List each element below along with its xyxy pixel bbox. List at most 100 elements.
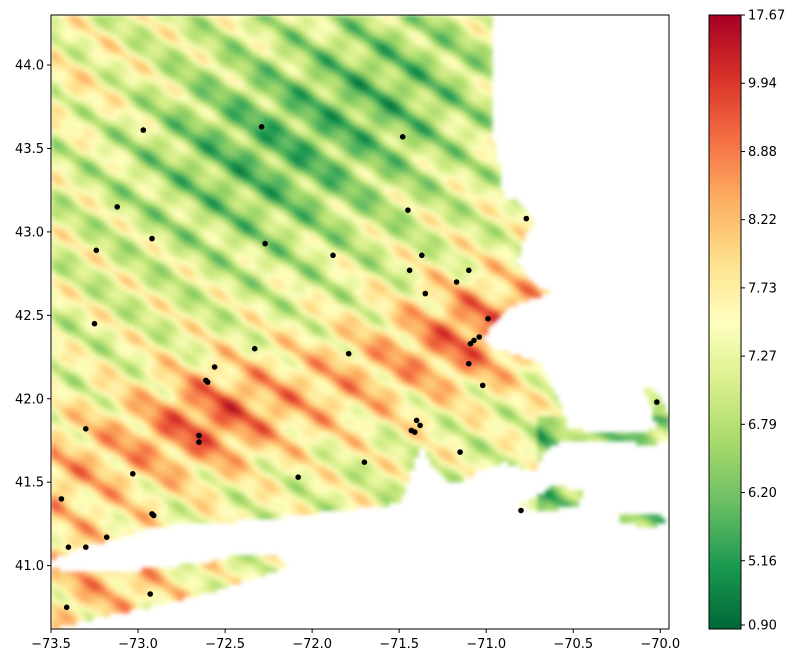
- heatmap-cell: [174, 162, 180, 168]
- heatmap-cell: [380, 154, 386, 159]
- heatmap-cell: [63, 88, 69, 94]
- heatmap-cell: [335, 158, 341, 164]
- heatmap-cell: [261, 137, 266, 143]
- heatmap-cell: [302, 199, 308, 204]
- heatmap-cell: [236, 31, 242, 37]
- heatmap-cell: [133, 15, 139, 20]
- heatmap-cell: [191, 154, 196, 159]
- heatmap-cell: [294, 100, 299, 106]
- heatmap-cell: [425, 51, 431, 57]
- heatmap-cell: [71, 186, 77, 192]
- heatmap-cell: [310, 174, 316, 180]
- heatmap-cell: [355, 195, 361, 200]
- heatmap-cell: [483, 43, 489, 49]
- heatmap-cell: [421, 121, 427, 127]
- heatmap-cell: [339, 125, 345, 131]
- heatmap-cell: [479, 39, 485, 45]
- heatmap-cell: [137, 133, 143, 139]
- heatmap-cell: [339, 182, 345, 188]
- heatmap-cell: [149, 166, 155, 172]
- heatmap-cell: [240, 100, 246, 106]
- heatmap-cell: [322, 31, 328, 37]
- heatmap-cell: [335, 186, 341, 192]
- heatmap-cell: [170, 182, 176, 188]
- heatmap-cell: [479, 64, 485, 69]
- heatmap-cell: [273, 100, 279, 106]
- heatmap-cell: [479, 113, 485, 119]
- heatmap-cell: [471, 113, 477, 119]
- heatmap-cell: [392, 105, 398, 110]
- heatmap-cell: [405, 19, 411, 24]
- heatmap-cell: [413, 154, 419, 159]
- heatmap-cell: [67, 23, 73, 28]
- heatmap-cell: [75, 31, 81, 37]
- heatmap-cell: [425, 182, 431, 188]
- heatmap-cell: [162, 166, 168, 172]
- heatmap-cell: [413, 72, 419, 78]
- heatmap-cell: [277, 100, 283, 106]
- heatmap-cell: [100, 117, 106, 123]
- heatmap-cell: [195, 92, 201, 98]
- heatmap-cell: [174, 51, 180, 57]
- heatmap-cell: [298, 84, 304, 90]
- heatmap-cell: [310, 76, 316, 82]
- heatmap-cell: [368, 76, 374, 82]
- heatmap-cell: [63, 84, 69, 90]
- heatmap-cell: [215, 80, 221, 86]
- heatmap-cell: [277, 166, 283, 172]
- heatmap-cell: [318, 76, 324, 82]
- heatmap-cell: [421, 170, 427, 176]
- heatmap-cell: [244, 76, 250, 82]
- heatmap-cell: [285, 186, 291, 192]
- heatmap-cell: [100, 145, 106, 151]
- heatmap-cell: [265, 80, 271, 86]
- heatmap-cell: [166, 72, 172, 78]
- heatmap-cell: [63, 39, 69, 45]
- heatmap-cell: [351, 141, 357, 147]
- heatmap-cell: [96, 182, 102, 188]
- heatmap-cell: [491, 178, 497, 184]
- heatmap-cell: [51, 47, 56, 53]
- heatmap-cell: [310, 129, 316, 135]
- heatmap-cell: [104, 199, 110, 204]
- heatmap-cell: [170, 27, 176, 33]
- heatmap-cell: [442, 76, 448, 82]
- heatmap-cell: [269, 113, 275, 119]
- heatmap-cell: [454, 191, 460, 196]
- heatmap-cell: [298, 19, 304, 24]
- heatmap-cell: [170, 39, 176, 45]
- heatmap-cell: [339, 84, 345, 90]
- heatmap-cell: [475, 60, 481, 65]
- heatmap-cell: [384, 39, 390, 45]
- heatmap-cell: [141, 145, 147, 151]
- heatmap-cell: [248, 47, 254, 53]
- heatmap-cell: [368, 113, 374, 119]
- heatmap-cell: [100, 203, 106, 209]
- heatmap-cell: [277, 133, 283, 139]
- heatmap-cell: [294, 129, 299, 135]
- heatmap-cell: [471, 43, 477, 49]
- heatmap-cell: [133, 100, 139, 106]
- heatmap-cell: [322, 186, 328, 192]
- heatmap-cell: [409, 125, 415, 131]
- heatmap-cell: [463, 64, 468, 69]
- heatmap-cell: [83, 145, 89, 151]
- heatmap-cell: [372, 80, 378, 86]
- heatmap-cell: [100, 182, 106, 188]
- heatmap-cell: [100, 43, 106, 49]
- heatmap-cell: [125, 47, 130, 53]
- heatmap-cell: [100, 15, 106, 20]
- heatmap-cell: [51, 203, 56, 209]
- heatmap-cell: [211, 100, 217, 106]
- heatmap-cell: [351, 27, 357, 33]
- heatmap-cell: [322, 113, 328, 119]
- heatmap-cell: [112, 109, 118, 114]
- heatmap-cell: [454, 125, 460, 131]
- heatmap-cell: [59, 203, 65, 209]
- heatmap-cell: [442, 121, 448, 127]
- heatmap-cell: [483, 80, 489, 86]
- heatmap-cell: [487, 133, 493, 139]
- heatmap-cell: [96, 145, 102, 151]
- heatmap-cell: [454, 121, 460, 127]
- heatmap-cell: [71, 203, 77, 209]
